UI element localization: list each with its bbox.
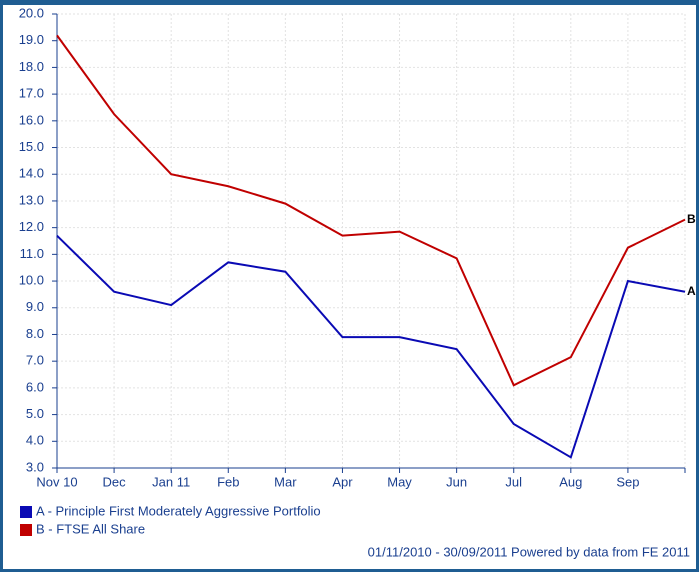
y-tick-label: 20.0	[19, 5, 44, 20]
y-tick-label: 12.0	[19, 219, 44, 234]
x-tick-label: Feb	[217, 474, 239, 489]
y-tick-label: 8.0	[26, 326, 44, 341]
x-tick-label: Sep	[616, 474, 639, 489]
series-line	[56, 34, 686, 387]
legend-swatch	[20, 506, 32, 518]
y-tick-label: 14.0	[19, 166, 44, 181]
y-tick-label: 4.0	[26, 433, 44, 448]
title-bar	[0, 0, 699, 5]
x-tick-label: Dec	[103, 474, 127, 489]
end-label: A	[687, 284, 696, 298]
x-tick-label: Aug	[559, 474, 582, 489]
y-tick-label: 7.0	[26, 353, 44, 368]
y-tick-label: 6.0	[26, 379, 44, 394]
y-tick-label: 3.0	[26, 459, 44, 474]
series-line	[56, 234, 686, 459]
legend-swatch	[20, 524, 32, 536]
x-tick-label: Mar	[274, 474, 297, 489]
y-tick-label: 11.0	[20, 246, 44, 261]
footer: 01/11/2010 - 30/09/2011 Powered by data …	[368, 544, 690, 559]
x-tick-label: Jul	[505, 474, 522, 489]
y-tick-label: 16.0	[19, 112, 44, 127]
x-tick-label: Nov 10	[36, 474, 77, 489]
y-tick-label: 19.0	[19, 32, 44, 47]
x-tick-label: Apr	[332, 474, 353, 489]
x-tick-label: Jan 11	[152, 474, 190, 489]
x-tick-label: Jun	[446, 474, 467, 489]
legend-label: B - FTSE All Share	[36, 521, 145, 536]
x-tick-label: May	[387, 474, 412, 489]
y-tick-label: 17.0	[19, 86, 44, 101]
legend-label: A - Principle First Moderately Aggressiv…	[36, 503, 321, 518]
y-tick-label: 18.0	[19, 59, 44, 74]
y-tick-label: 10.0	[19, 272, 44, 287]
y-tick-label: 15.0	[19, 139, 44, 154]
end-label: B	[687, 212, 696, 226]
y-tick-label: 9.0	[26, 299, 44, 314]
y-tick-label: 13.0	[19, 192, 44, 207]
y-tick-label: 5.0	[26, 406, 44, 421]
